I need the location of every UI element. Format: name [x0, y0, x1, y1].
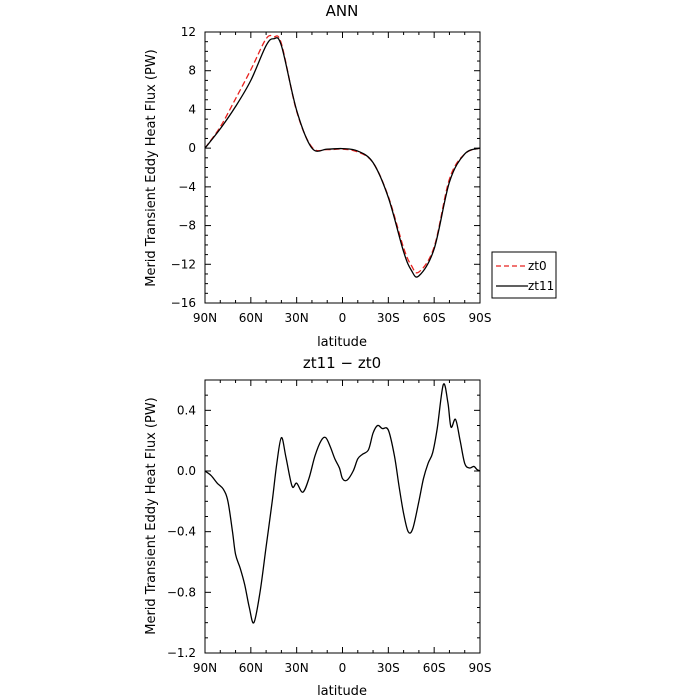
- bottom-y-tick-label: −0.8: [167, 585, 196, 599]
- top-y-tick-label: −12: [171, 257, 196, 271]
- top-y-tick-label: 8: [188, 64, 196, 78]
- legend-box: [491, 251, 557, 299]
- top-x-tick-label: 0: [339, 311, 347, 325]
- bottom-x-tick-label: 60S: [423, 661, 446, 675]
- legend: zt0 zt11: [491, 251, 557, 299]
- top-x-tick-label: 90S: [469, 311, 492, 325]
- bottom-y-tick-label: 0.4: [177, 403, 196, 417]
- bottom-x-tick-label: 60N: [239, 661, 263, 675]
- top-y-tick-label: −8: [178, 219, 196, 233]
- bottom-x-axis-label: latitude: [317, 684, 367, 699]
- top-plot-frame: [204, 31, 481, 304]
- bottom-series-line: [204, 383, 481, 624]
- bottom-y-tick-label: 0.0: [177, 464, 196, 478]
- top-x-axis-label: latitude: [317, 335, 367, 350]
- bottom-x-tick-label: 30S: [377, 661, 400, 675]
- bottom-panel: zt11 − zt0 90N 60N 30N 0 30S 60S 90S 0.4 0.0 −0.4…: [144, 354, 491, 699]
- bottom-x-tick-label: 30N: [285, 661, 309, 675]
- legend-label-zt11: zt11: [528, 279, 554, 293]
- bottom-y-axis-label: Merid Transient Eddy Heat Flux (PW): [144, 397, 159, 635]
- top-x-tick-label: 90N: [193, 311, 217, 325]
- top-series-line-zt11: [204, 37, 481, 278]
- bottom-series-lines: [204, 383, 481, 624]
- bottom-y-tick-label: −1.2: [167, 646, 196, 660]
- top-series-lines: [204, 34, 481, 278]
- top-y-tick-label: −4: [178, 180, 196, 194]
- bottom-y-tick-label: −0.4: [167, 525, 196, 539]
- top-chart-title: ANN: [326, 2, 359, 20]
- legend-label-zt0: zt0: [528, 259, 547, 273]
- top-x-tick-label: 30N: [285, 311, 309, 325]
- bottom-chart-title: zt11 − zt0: [303, 354, 381, 372]
- top-y-axis-label: Merid Transient Eddy Heat Flux (PW): [144, 49, 159, 287]
- top-x-tick-label: 60N: [239, 311, 263, 325]
- top-panel: ANN 90N 60N 30N 0 30S 60S 90S 12 8 4 0 −4 −8 −12 −16 l…: [144, 2, 557, 350]
- bottom-x-tick-label: 90N: [193, 661, 217, 675]
- top-y-tick-label: 0: [188, 141, 196, 155]
- top-x-tick-label: 30S: [377, 311, 400, 325]
- top-y-tick-label: −16: [171, 296, 196, 310]
- top-series-line-zt0: [204, 34, 481, 274]
- bottom-x-tick-label: 0: [339, 661, 347, 675]
- top-y-tick-label: 12: [181, 25, 196, 39]
- top-axis-ticks: 90N 60N 30N 0 30S 60S 90S 12 8 4 0 −4 −8 −12 −16: [171, 25, 492, 325]
- top-x-tick-label: 60S: [423, 311, 446, 325]
- bottom-plot-frame: [204, 379, 481, 654]
- top-y-tick-label: 4: [188, 102, 196, 116]
- bottom-x-tick-label: 90S: [469, 661, 492, 675]
- bottom-axis-ticks: 90N 60N 30N 0 30S 60S 90S 0.4 0.0 −0.4 −0.8 −1.2: [167, 379, 492, 675]
